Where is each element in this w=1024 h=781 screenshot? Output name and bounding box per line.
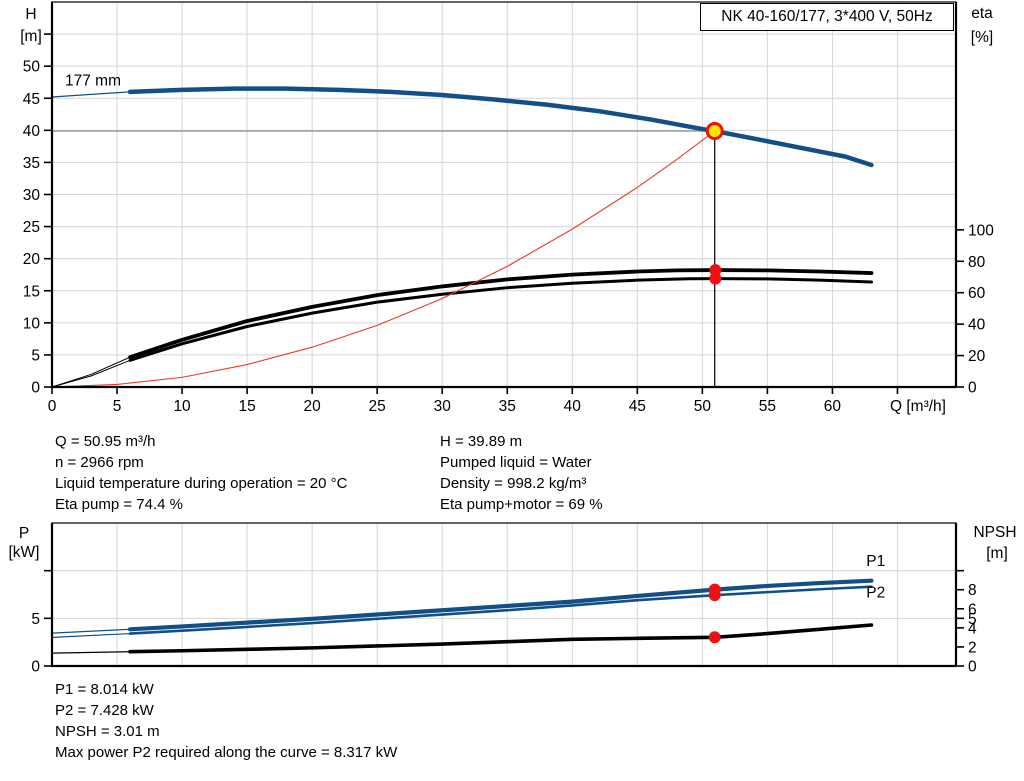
density-value: Density = 998.2 kg/m³ xyxy=(440,475,587,492)
svg-text:35: 35 xyxy=(499,398,516,415)
svg-text:45: 45 xyxy=(23,91,40,108)
svg-text:20: 20 xyxy=(968,348,986,365)
svg-text:25: 25 xyxy=(23,219,40,236)
svg-text:0: 0 xyxy=(48,398,57,415)
series-pump-curve-177mm xyxy=(51,86,874,168)
svg-text:50: 50 xyxy=(23,59,41,76)
svg-text:35: 35 xyxy=(23,155,40,172)
svg-text:30: 30 xyxy=(23,187,41,204)
svg-text:0: 0 xyxy=(31,659,40,676)
eta-pump-dot xyxy=(709,264,722,277)
gridlines xyxy=(52,2,956,387)
svg-text:0: 0 xyxy=(968,380,977,397)
gridlines xyxy=(52,523,956,666)
svg-text:H: H xyxy=(25,6,36,23)
svg-text:[m]: [m] xyxy=(20,28,42,45)
svg-text:55: 55 xyxy=(759,398,776,415)
p2-curve-label: P2 xyxy=(866,584,885,601)
series-p1-curve xyxy=(51,578,874,634)
operating-info-right: H = 39.89 m Pumped liquid = Water Densit… xyxy=(440,431,603,515)
series-npsh-curve xyxy=(51,623,874,654)
svg-text:Q [m³/h]: Q [m³/h] xyxy=(890,398,946,415)
duty-point xyxy=(705,122,724,141)
svg-text:60: 60 xyxy=(824,398,842,415)
svg-text:30: 30 xyxy=(434,398,452,415)
npsh-value: NPSH = 3.01 m xyxy=(55,723,160,740)
p2-dot xyxy=(708,589,721,602)
svg-text:40: 40 xyxy=(564,398,582,415)
svg-text:6: 6 xyxy=(968,601,977,618)
power-info-block: P1 = 8.014 kW P2 = 7.428 kW NPSH = 3.01 … xyxy=(55,679,397,763)
svg-text:5: 5 xyxy=(31,611,40,628)
svg-text:25: 25 xyxy=(369,398,386,415)
eta-pump-value: Eta pump = 74.4 % xyxy=(55,496,183,513)
axis-ticks-labels: 0 5 10 15 20 25 30 35 40 45 50 55 60 0 5 10 15 20 25 30 35 40… xyxy=(20,5,994,415)
svg-text:[kW]: [kW] xyxy=(9,544,40,561)
svg-text:10: 10 xyxy=(173,398,191,415)
svg-text:80: 80 xyxy=(968,254,986,271)
qh-efficiency-chart: 0 5 10 15 20 25 30 35 40 45 50 55 60 0 5 10 15 20 25 30 35 40… xyxy=(20,1,994,415)
head-value: H = 39.89 m xyxy=(440,433,523,450)
npsh-dot xyxy=(708,631,721,644)
max-power-value: Max power P2 required along the curve = … xyxy=(55,744,398,761)
svg-text:60: 60 xyxy=(968,285,986,302)
svg-text:2: 2 xyxy=(968,639,977,656)
operating-info-left: Q = 50.95 m³/h n = 2966 rpm Liquid tempe… xyxy=(55,431,347,515)
svg-text:[%]: [%] xyxy=(971,29,993,46)
svg-text:eta: eta xyxy=(971,5,993,22)
svg-text:P: P xyxy=(19,525,29,542)
eta-pump-motor-dot xyxy=(709,272,722,285)
svg-text:20: 20 xyxy=(304,398,322,415)
svg-text:100: 100 xyxy=(968,222,994,239)
p2-value: P2 = 7.428 kW xyxy=(55,702,154,719)
svg-text:[m]: [m] xyxy=(986,545,1008,562)
svg-text:40: 40 xyxy=(968,317,986,334)
svg-text:5: 5 xyxy=(113,398,122,415)
svg-text:15: 15 xyxy=(238,398,255,415)
chart-frame xyxy=(50,522,958,668)
svg-text:4: 4 xyxy=(968,620,977,637)
pumped-liquid-value: Pumped liquid = Water xyxy=(440,454,592,471)
series-system-curve xyxy=(51,130,716,388)
svg-text:20: 20 xyxy=(23,251,41,268)
svg-text:8: 8 xyxy=(968,582,977,599)
svg-text:0: 0 xyxy=(968,659,977,676)
series-p2-curve xyxy=(51,585,873,639)
liquid-temperature-value: Liquid temperature during operation = 20… xyxy=(55,475,348,492)
svg-text:45: 45 xyxy=(629,398,646,415)
svg-text:10: 10 xyxy=(23,315,41,332)
series-eta-pump-motor-curve xyxy=(51,277,873,388)
flow-value: Q = 50.95 m³/h xyxy=(55,433,156,450)
pump-designation-text: NK 40-160/177, 3*400 V, 50Hz xyxy=(721,8,933,25)
p1-curve-label: P1 xyxy=(866,553,885,570)
svg-text:40: 40 xyxy=(23,123,41,140)
svg-text:5: 5 xyxy=(31,347,40,364)
svg-text:NPSH: NPSH xyxy=(973,524,1016,541)
p1-value: P1 = 8.014 kW xyxy=(55,681,154,698)
svg-text:0: 0 xyxy=(31,380,40,397)
impeller-diameter-label: 177 mm xyxy=(65,72,121,89)
svg-text:15: 15 xyxy=(23,283,40,300)
eta-pump-motor-value: Eta pump+motor = 69 % xyxy=(440,496,603,513)
svg-text:5: 5 xyxy=(968,611,977,628)
series-eta-pump-curve xyxy=(51,268,874,388)
pump-designation-box: NK 40-160/177, 3*400 V, 50Hz xyxy=(700,3,954,31)
speed-value: n = 2966 rpm xyxy=(55,454,144,471)
svg-text:50: 50 xyxy=(694,398,712,415)
